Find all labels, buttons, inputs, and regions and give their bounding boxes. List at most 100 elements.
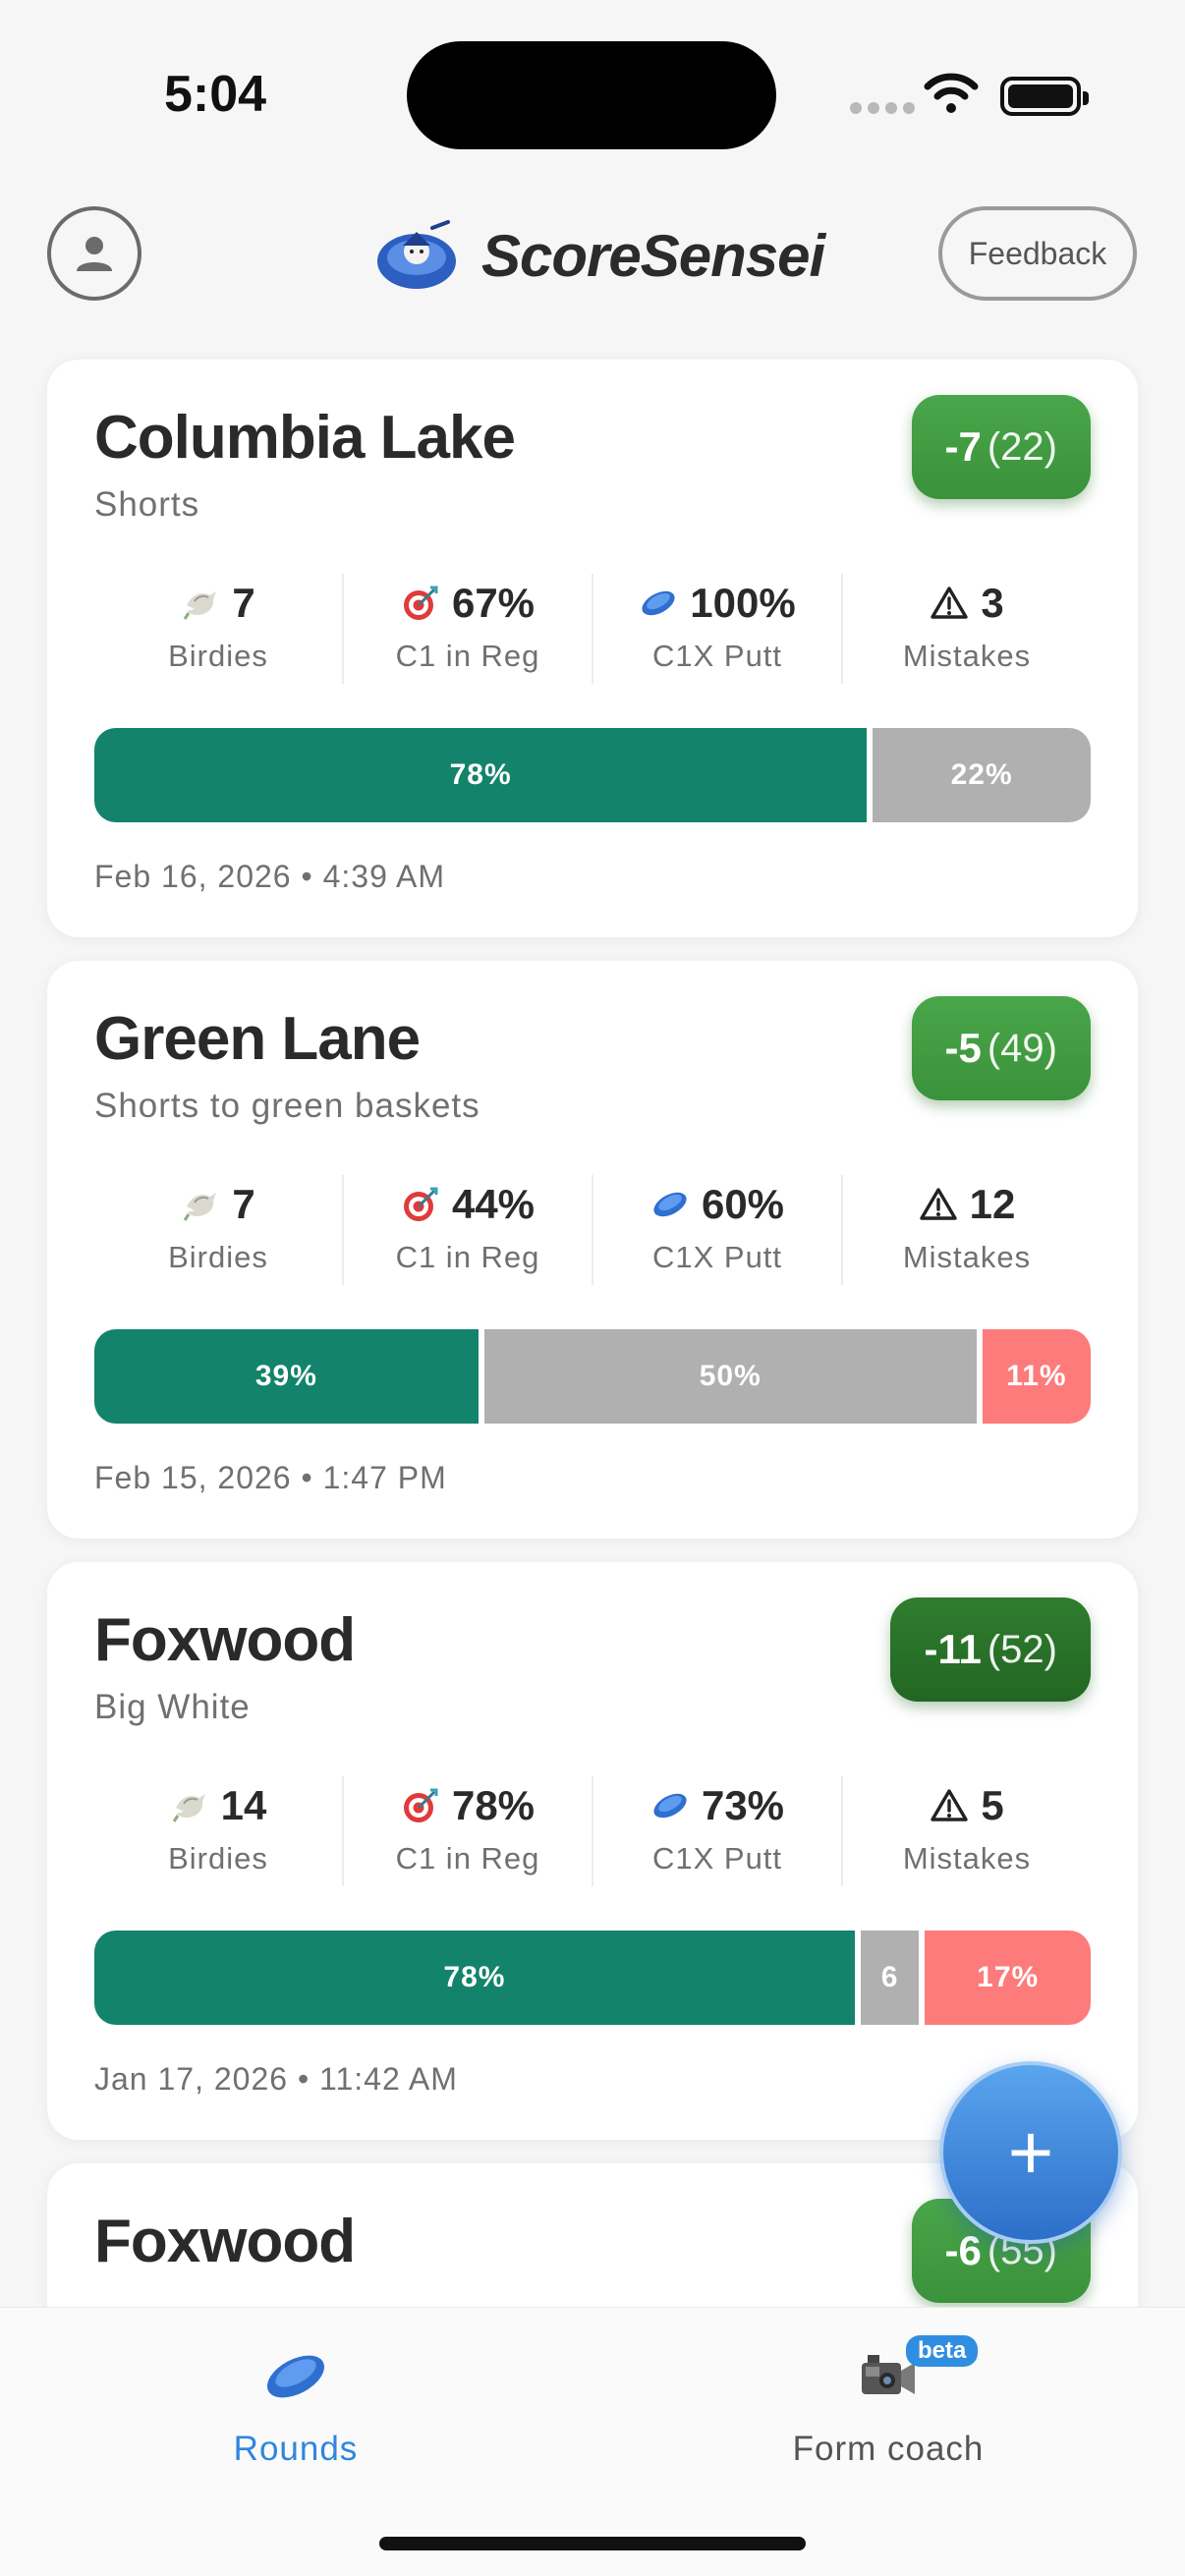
round-date: Jan 17, 2026 • 11:42 AM xyxy=(94,2061,458,2097)
stat-value: 3 xyxy=(981,580,1004,626)
tab-form-coach[interactable]: beta Form coach xyxy=(731,2335,1045,2469)
sensei-logo-icon xyxy=(377,220,456,289)
stat-c1x-putt: 60% C1X Putt xyxy=(593,1175,843,1285)
course-name: Foxwood xyxy=(94,1606,356,1674)
stat-value: 44% xyxy=(451,1181,536,1227)
tab-label: Form coach xyxy=(792,2430,985,2468)
stat-birdies: 7 Birdies xyxy=(94,574,344,684)
stat-mistakes: 12 Mistakes xyxy=(843,1175,1091,1285)
round-date: Feb 16, 2026 • 4:39 AM xyxy=(94,859,445,894)
round-date: Feb 15, 2026 • 1:47 PM xyxy=(94,1460,447,1495)
feedback-button[interactable]: Feedback xyxy=(938,206,1137,301)
score-strokes: (52) xyxy=(987,1627,1057,1671)
stat-label: Birdies xyxy=(168,1240,268,1274)
disc-icon xyxy=(639,584,678,623)
layout-name: Big White xyxy=(94,1688,251,1726)
stat-value: 67% xyxy=(451,580,536,626)
stat-birdies: 7 Birdies xyxy=(94,1175,344,1285)
disc-icon xyxy=(261,2342,330,2411)
score-strokes: (49) xyxy=(987,1026,1057,1070)
stat-mistakes: 5 Mistakes xyxy=(843,1776,1091,1886)
bird-icon xyxy=(181,1185,220,1224)
home-indicator xyxy=(379,2537,806,2550)
stat-c1-in-reg: 44% C1 in Reg xyxy=(344,1175,593,1285)
wifi-icon xyxy=(924,73,979,113)
round-card[interactable]: Foxwood Big White -11 (52) 14 Birdies 78… xyxy=(47,1562,1138,2140)
person-icon xyxy=(77,237,112,271)
stat-label: C1X Putt xyxy=(651,639,783,673)
stat-label: C1 in Reg xyxy=(395,1841,540,1876)
stat-label: C1 in Reg xyxy=(395,1240,540,1274)
layout-name: Shorts xyxy=(94,485,200,524)
stat-label: Birdies xyxy=(168,639,268,673)
stat-value: 5 xyxy=(981,1782,1004,1828)
stats-row: 7 Birdies 67% C1 in Reg 100% C1X Putt 3 … xyxy=(94,574,1091,684)
brand-name: ScoreSensei xyxy=(481,222,825,289)
score-relative: -5 xyxy=(944,1025,982,1071)
round-card[interactable]: Columbia Lake Shorts -7 (22) 7 Birdies 6… xyxy=(47,360,1138,937)
stat-birdies: 14 Birdies xyxy=(94,1776,344,1886)
cellular-signal-icon xyxy=(850,102,915,114)
profile-button[interactable] xyxy=(47,206,141,301)
target-icon xyxy=(401,1185,440,1224)
round-card[interactable]: Green Lane Shorts to green baskets -5 (4… xyxy=(47,961,1138,1539)
disc-icon xyxy=(650,1185,690,1224)
warning-icon xyxy=(919,1185,958,1224)
video-camera-icon xyxy=(862,2355,915,2394)
stats-row: 14 Birdies 78% C1 in Reg 73% C1X Putt 5 … xyxy=(94,1776,1091,1886)
course-name: Green Lane xyxy=(94,1005,421,1073)
stat-value: 12 xyxy=(969,1181,1016,1227)
status-time: 5:04 xyxy=(164,66,267,123)
warning-icon xyxy=(930,1786,969,1825)
bar-segment-mid: 6 xyxy=(860,1931,920,2025)
target-icon xyxy=(401,584,440,623)
course-name: Columbia Lake xyxy=(94,404,516,472)
score-relative: -7 xyxy=(944,423,982,470)
beta-badge: beta xyxy=(906,2335,979,2367)
stat-label: C1 in Reg xyxy=(395,639,540,673)
score-distribution-bar: 78% 22% xyxy=(94,728,1091,822)
bar-segment-bad: 11% xyxy=(982,1329,1091,1424)
score-distribution-bar: 39% 50% 11% xyxy=(94,1329,1091,1424)
bar-segment-mid: 50% xyxy=(483,1329,977,1424)
bar-segment-good: 78% xyxy=(94,728,868,822)
dynamic-island xyxy=(407,41,776,149)
stat-label: Birdies xyxy=(168,1841,268,1876)
stat-label: Mistakes xyxy=(902,1240,1032,1274)
score-relative: -6 xyxy=(944,2227,982,2273)
stat-mistakes: 3 Mistakes xyxy=(843,574,1091,684)
stat-c1-in-reg: 78% C1 in Reg xyxy=(344,1776,593,1886)
status-bar: 5:04 xyxy=(0,0,1185,177)
add-round-button[interactable]: + xyxy=(939,2061,1122,2244)
warning-icon xyxy=(930,584,969,623)
score-badge: -5 (49) xyxy=(911,996,1091,1100)
stat-c1x-putt: 100% C1X Putt xyxy=(593,574,843,684)
stat-label: C1X Putt xyxy=(651,1841,783,1876)
score-badge: -7 (22) xyxy=(911,395,1091,499)
stat-value: 60% xyxy=(701,1181,785,1227)
score-badge: -11 (52) xyxy=(890,1597,1091,1702)
battery-icon xyxy=(1000,77,1089,116)
tab-label: Rounds xyxy=(233,2430,359,2468)
bird-icon xyxy=(181,584,220,623)
stat-value: 14 xyxy=(220,1782,267,1828)
bar-segment-bad: 17% xyxy=(925,1931,1091,2025)
score-relative: -11 xyxy=(924,1626,982,1672)
score-strokes: (22) xyxy=(987,424,1057,469)
target-icon xyxy=(401,1786,440,1825)
stat-value: 7 xyxy=(232,580,255,626)
tab-bar: Rounds beta Form coach xyxy=(0,2307,1185,2576)
bird-icon xyxy=(170,1786,209,1825)
layout-name: Shorts to green baskets xyxy=(94,1087,480,1125)
stat-value: 7 xyxy=(232,1181,255,1227)
disc-icon xyxy=(650,1786,690,1825)
stat-value: 73% xyxy=(701,1782,785,1828)
stat-value: 78% xyxy=(451,1782,536,1828)
brand: ScoreSensei xyxy=(373,216,825,295)
course-name: Foxwood xyxy=(94,2208,356,2275)
tab-rounds[interactable]: Rounds xyxy=(139,2337,453,2469)
bar-segment-mid: 22% xyxy=(873,728,1091,822)
stat-label: Mistakes xyxy=(902,1841,1032,1876)
stat-label: C1X Putt xyxy=(651,1240,783,1274)
stat-c1x-putt: 73% C1X Putt xyxy=(593,1776,843,1886)
